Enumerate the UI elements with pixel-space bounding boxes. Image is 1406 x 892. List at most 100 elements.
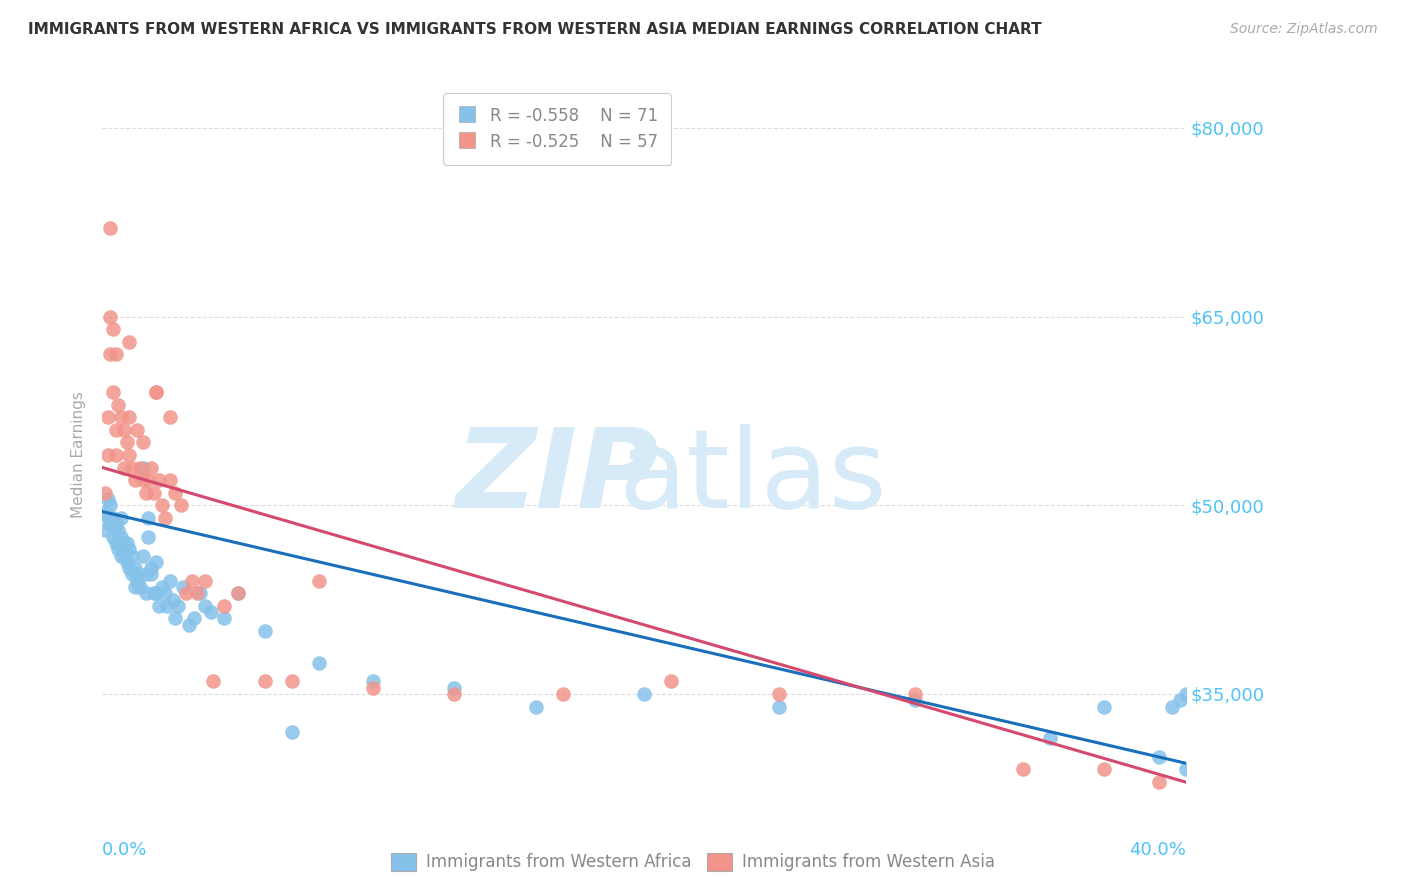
Point xyxy=(101,511,124,525)
Text: Immigrants from Western Asia: Immigrants from Western Asia xyxy=(742,853,995,871)
Point xyxy=(112,536,135,550)
Point xyxy=(97,491,120,506)
Point xyxy=(1174,687,1197,701)
Point xyxy=(202,674,225,689)
Point xyxy=(139,561,162,575)
Point xyxy=(118,448,141,462)
Point xyxy=(115,555,138,569)
Point xyxy=(104,448,127,462)
Point xyxy=(172,580,194,594)
Point xyxy=(110,410,132,425)
Point xyxy=(98,517,121,532)
Text: atlas: atlas xyxy=(619,424,887,531)
Point xyxy=(156,599,179,613)
Text: ZIP: ZIP xyxy=(456,424,659,531)
Point xyxy=(1092,763,1115,777)
Point xyxy=(145,586,167,600)
Point xyxy=(115,536,138,550)
Text: 0.0%: 0.0% xyxy=(103,841,148,859)
Point xyxy=(101,384,124,399)
Point xyxy=(124,580,146,594)
Point xyxy=(112,460,135,475)
Point xyxy=(167,599,190,613)
Point xyxy=(110,549,132,563)
Point xyxy=(135,586,157,600)
Point xyxy=(183,611,205,625)
Point xyxy=(188,586,211,600)
Y-axis label: Median Earnings: Median Earnings xyxy=(72,392,86,518)
Point xyxy=(107,524,129,538)
Point xyxy=(1168,693,1191,707)
Point xyxy=(98,310,121,324)
Point xyxy=(170,498,193,512)
Point xyxy=(153,511,176,525)
Point xyxy=(165,485,187,500)
Point xyxy=(104,347,127,361)
Point xyxy=(121,567,143,582)
Point xyxy=(97,410,120,425)
Point xyxy=(1012,763,1035,777)
Point xyxy=(1147,775,1170,789)
Legend: R = -0.558    N = 71, R = -0.525    N = 57: R = -0.558 N = 71, R = -0.525 N = 57 xyxy=(443,94,671,165)
Point xyxy=(904,693,927,707)
Point xyxy=(107,542,129,557)
Point xyxy=(121,549,143,563)
Point xyxy=(121,460,143,475)
Point xyxy=(94,485,117,500)
Point xyxy=(97,511,120,525)
Point xyxy=(159,473,181,487)
Point xyxy=(768,687,790,701)
Point xyxy=(97,448,120,462)
Point xyxy=(162,592,184,607)
Point xyxy=(132,460,155,475)
Point xyxy=(127,574,149,588)
Point xyxy=(177,617,200,632)
Point xyxy=(107,398,129,412)
Point xyxy=(308,574,330,588)
Point xyxy=(159,574,181,588)
Point xyxy=(136,511,159,525)
Point xyxy=(101,530,124,544)
Point xyxy=(253,674,276,689)
Point xyxy=(361,674,384,689)
Point xyxy=(150,498,173,512)
Point xyxy=(142,485,165,500)
Point xyxy=(194,599,217,613)
Point xyxy=(142,586,165,600)
Point xyxy=(145,555,167,569)
Text: Immigrants from Western Africa: Immigrants from Western Africa xyxy=(426,853,692,871)
Point xyxy=(145,384,167,399)
Point xyxy=(127,423,149,437)
Point xyxy=(118,410,141,425)
Point xyxy=(551,687,574,701)
Point xyxy=(124,561,146,575)
Point xyxy=(1092,699,1115,714)
Point xyxy=(127,567,149,582)
Point xyxy=(110,530,132,544)
Point xyxy=(194,574,217,588)
Point xyxy=(150,580,173,594)
Point xyxy=(212,599,235,613)
Point xyxy=(104,517,127,532)
Point xyxy=(212,611,235,625)
Point xyxy=(104,423,127,437)
Point xyxy=(1147,750,1170,764)
Point xyxy=(132,435,155,450)
Point xyxy=(1039,731,1062,745)
Point xyxy=(768,699,790,714)
Point xyxy=(226,586,249,600)
Point xyxy=(226,586,249,600)
Point xyxy=(186,586,208,600)
Point xyxy=(253,624,276,638)
Point xyxy=(165,611,187,625)
Point xyxy=(443,687,465,701)
Point xyxy=(115,435,138,450)
Point xyxy=(139,567,162,582)
Point xyxy=(98,498,121,512)
Point xyxy=(200,605,222,619)
Point xyxy=(129,460,152,475)
Point xyxy=(633,687,655,701)
Point xyxy=(135,485,157,500)
Point xyxy=(110,511,132,525)
Point xyxy=(98,221,121,235)
